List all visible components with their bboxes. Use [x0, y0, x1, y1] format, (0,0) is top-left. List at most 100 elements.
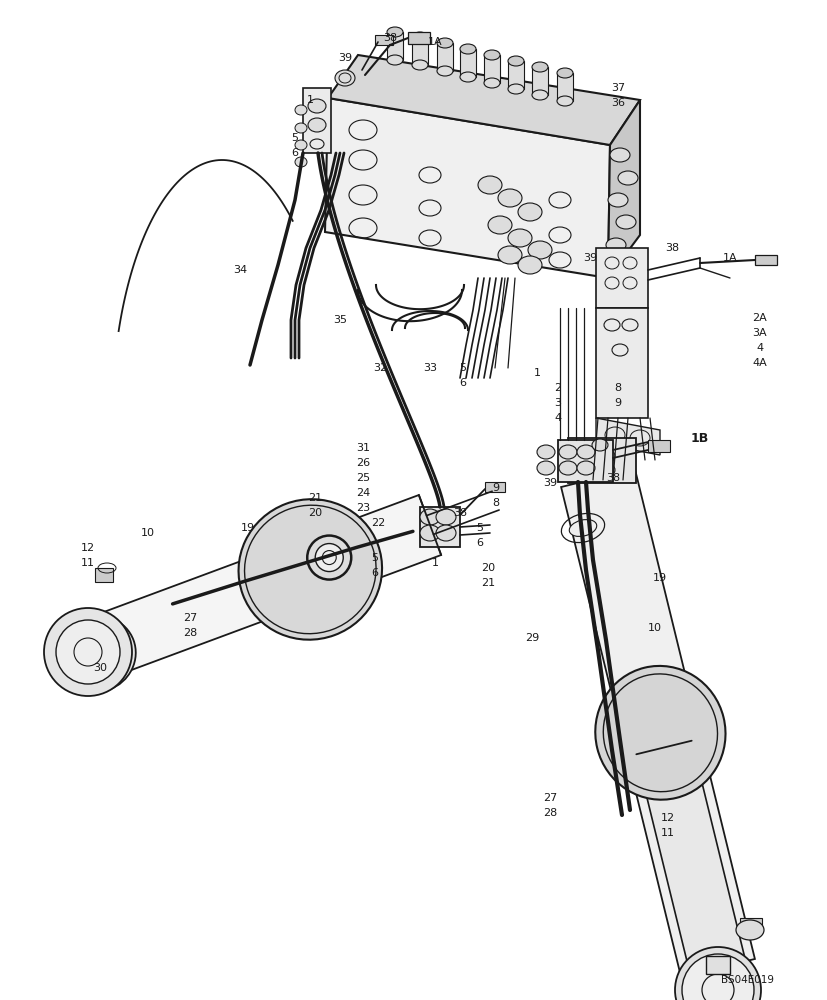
Text: 11: 11 [81, 558, 95, 568]
Text: 22: 22 [370, 518, 385, 528]
Text: 2A: 2A [752, 313, 767, 323]
Text: 6: 6 [291, 148, 299, 158]
Ellipse shape [294, 105, 307, 115]
Ellipse shape [508, 84, 523, 94]
Text: 5: 5 [291, 133, 299, 143]
Text: 33: 33 [423, 363, 437, 373]
Text: 28: 28 [183, 628, 197, 638]
Text: 3: 3 [554, 398, 561, 408]
Circle shape [674, 947, 760, 1000]
Ellipse shape [419, 509, 439, 525]
Text: BS04E019: BS04E019 [720, 975, 773, 985]
Text: 24: 24 [356, 488, 370, 498]
Text: 35: 35 [332, 315, 347, 325]
Text: 38: 38 [605, 473, 619, 483]
Circle shape [307, 536, 351, 580]
Text: 2: 2 [554, 383, 561, 393]
Ellipse shape [607, 193, 627, 207]
Ellipse shape [518, 256, 542, 274]
Text: 1: 1 [431, 558, 438, 568]
Text: 6: 6 [371, 568, 378, 578]
Ellipse shape [569, 520, 596, 536]
Bar [532, 67, 547, 95]
Ellipse shape [56, 616, 136, 692]
Ellipse shape [437, 66, 452, 76]
Text: 1A: 1A [722, 253, 736, 263]
Bar [437, 43, 452, 71]
Text: 1A: 1A [428, 37, 442, 47]
Bar [595, 308, 648, 418]
Text: 37: 37 [610, 83, 624, 93]
Ellipse shape [477, 176, 501, 194]
Text: 1B: 1B [690, 432, 708, 444]
Ellipse shape [386, 55, 403, 65]
Text: 27: 27 [543, 793, 557, 803]
Text: 28: 28 [543, 808, 557, 818]
Ellipse shape [609, 148, 629, 162]
Bar [595, 248, 648, 308]
Ellipse shape [238, 499, 381, 640]
Text: 20: 20 [308, 508, 322, 518]
Bar [739, 918, 761, 933]
Ellipse shape [437, 38, 452, 48]
Text: 38: 38 [664, 243, 678, 253]
Text: 6: 6 [476, 538, 483, 548]
Text: 38: 38 [452, 508, 466, 518]
Ellipse shape [591, 439, 607, 451]
Text: 27: 27 [183, 613, 197, 623]
Text: 39: 39 [582, 253, 596, 263]
Text: 5: 5 [371, 553, 378, 563]
Bar [557, 440, 612, 482]
Polygon shape [595, 418, 659, 455]
Ellipse shape [484, 50, 500, 60]
Ellipse shape [518, 203, 542, 221]
Text: 38: 38 [382, 33, 397, 43]
Bar [408, 32, 429, 44]
Text: 32: 32 [372, 363, 386, 373]
Text: 25: 25 [356, 473, 370, 483]
Bar [412, 37, 428, 65]
Bar [375, 35, 393, 45]
Ellipse shape [412, 32, 428, 42]
Bar [705, 956, 729, 974]
Text: 21: 21 [308, 493, 322, 503]
Text: 31: 31 [356, 443, 370, 453]
Bar [386, 32, 403, 60]
Bar [95, 568, 112, 582]
Polygon shape [561, 469, 754, 977]
Text: 26: 26 [356, 458, 370, 468]
Text: 19: 19 [653, 573, 667, 583]
Text: 9: 9 [492, 483, 499, 493]
Circle shape [315, 544, 343, 572]
Text: 12: 12 [660, 813, 674, 823]
Bar [754, 255, 776, 265]
Text: 6: 6 [459, 378, 466, 388]
Ellipse shape [294, 157, 307, 167]
Ellipse shape [419, 525, 439, 541]
Circle shape [681, 954, 753, 1000]
Ellipse shape [487, 216, 511, 234]
Ellipse shape [537, 461, 554, 475]
Bar [460, 49, 476, 77]
Text: 20: 20 [480, 563, 495, 573]
Ellipse shape [558, 461, 576, 475]
Polygon shape [636, 741, 745, 975]
Circle shape [44, 608, 131, 696]
Text: 8: 8 [492, 498, 499, 508]
Ellipse shape [294, 123, 307, 133]
Text: 34: 34 [232, 265, 246, 275]
Text: 39: 39 [543, 478, 557, 488]
Ellipse shape [497, 189, 521, 207]
Ellipse shape [615, 215, 635, 229]
Bar [485, 482, 504, 492]
Ellipse shape [460, 44, 476, 54]
Ellipse shape [558, 445, 576, 459]
Text: 1: 1 [306, 95, 313, 105]
Ellipse shape [532, 90, 547, 100]
Text: 10: 10 [141, 528, 155, 538]
Polygon shape [77, 495, 441, 682]
Text: 19: 19 [241, 523, 255, 533]
Bar [557, 73, 572, 101]
Ellipse shape [460, 72, 476, 82]
Ellipse shape [508, 56, 523, 66]
